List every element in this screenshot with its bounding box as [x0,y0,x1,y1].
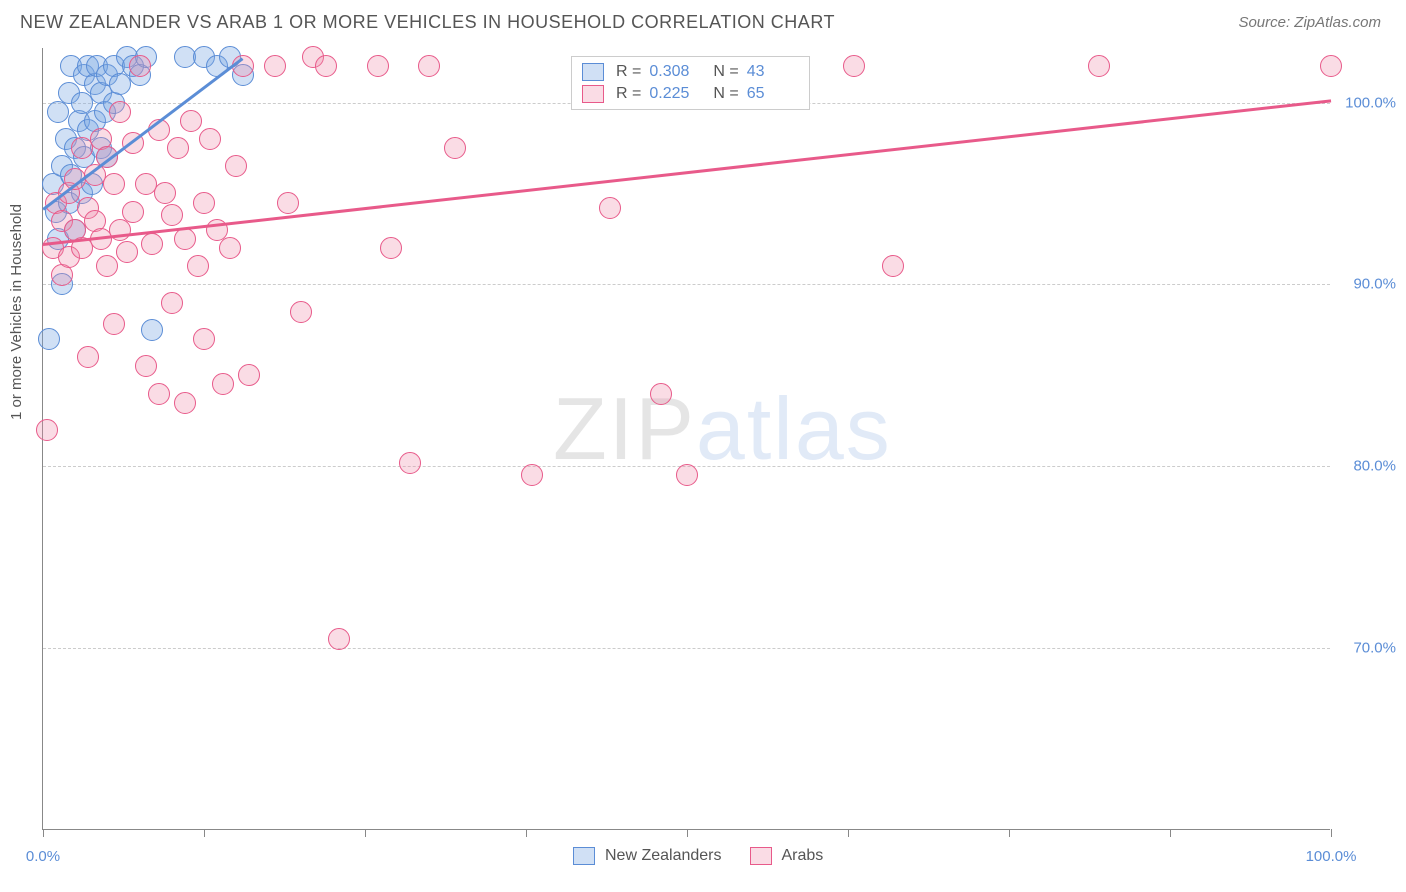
legend-stats: R = 0.308 N = 43 R = 0.225 N = 65 [571,56,810,110]
y-tick-label: 100.0% [1345,94,1396,111]
data-point [212,373,234,395]
legend-series: New Zealanders Arabs [573,847,841,865]
y-tick-label: 90.0% [1353,276,1396,293]
watermark-atlas: atlas [696,379,892,478]
data-point [650,383,672,405]
stat-n-label: N = [713,85,738,103]
data-point [103,313,125,335]
data-point [599,197,621,219]
data-point [174,228,196,250]
data-point [180,110,202,132]
x-tick-label: 100.0% [1306,848,1357,865]
gridline-h [43,648,1330,649]
x-tick [43,829,44,837]
x-tick [1170,829,1171,837]
data-point [77,346,99,368]
data-point [328,628,350,650]
data-point [444,137,466,159]
data-point [843,55,865,77]
legend-series-label: New Zealanders [605,847,722,865]
x-tick [687,829,688,837]
stat-n-value: 43 [747,63,799,81]
data-point [161,204,183,226]
data-point [161,292,183,314]
data-point [141,233,163,255]
data-point [418,55,440,77]
data-point [148,383,170,405]
data-point [277,192,299,214]
data-point [521,464,543,486]
stat-r-label: R = [616,63,641,81]
data-point [219,237,241,259]
data-point [167,137,189,159]
stat-r-value: 0.308 [649,63,701,81]
data-point [225,155,247,177]
data-point [174,392,196,414]
data-point [135,355,157,377]
y-axis-label: 1 or more Vehicles in Household [8,204,25,420]
legend-swatch [582,63,604,81]
data-point [38,328,60,350]
x-tick [204,829,205,837]
data-point [116,241,138,263]
legend-stats-row: R = 0.225 N = 65 [582,83,799,105]
legend-stats-row: R = 0.308 N = 43 [582,61,799,83]
data-point [399,452,421,474]
data-point [315,55,337,77]
data-point [238,364,260,386]
data-point [290,301,312,323]
data-point [103,173,125,195]
x-tick [526,829,527,837]
y-tick-label: 70.0% [1353,640,1396,657]
data-point [882,255,904,277]
data-point [109,101,131,123]
legend-swatch [750,847,772,865]
data-point [380,237,402,259]
chart-title: NEW ZEALANDER VS ARAB 1 OR MORE VEHICLES… [20,12,835,33]
x-tick-label: 0.0% [26,848,60,865]
stat-n-value: 65 [747,85,799,103]
data-point [154,182,176,204]
x-tick [1331,829,1332,837]
data-point [129,55,151,77]
stat-r-value: 0.225 [649,85,701,103]
data-point [367,55,389,77]
data-point [36,419,58,441]
x-tick [848,829,849,837]
data-point [1088,55,1110,77]
x-tick [365,829,366,837]
data-point [199,128,221,150]
stat-n-label: N = [713,63,738,81]
gridline-h [43,284,1330,285]
x-tick [1009,829,1010,837]
data-point [141,319,163,341]
y-tick-label: 80.0% [1353,458,1396,475]
data-point [1320,55,1342,77]
data-point [96,255,118,277]
data-point [193,328,215,350]
legend-series-label: Arabs [782,847,824,865]
watermark: ZIPatlas [553,378,892,480]
data-point [264,55,286,77]
source-label: Source: ZipAtlas.com [1238,14,1381,31]
data-point [676,464,698,486]
watermark-zip: ZIP [553,379,696,478]
chart-area: ZIPatlas 70.0%80.0%90.0%100.0%0.0%100.0%… [42,48,1330,830]
stat-r-label: R = [616,85,641,103]
data-point [193,192,215,214]
legend-swatch [573,847,595,865]
legend-swatch [582,85,604,103]
data-point [122,201,144,223]
data-point [187,255,209,277]
